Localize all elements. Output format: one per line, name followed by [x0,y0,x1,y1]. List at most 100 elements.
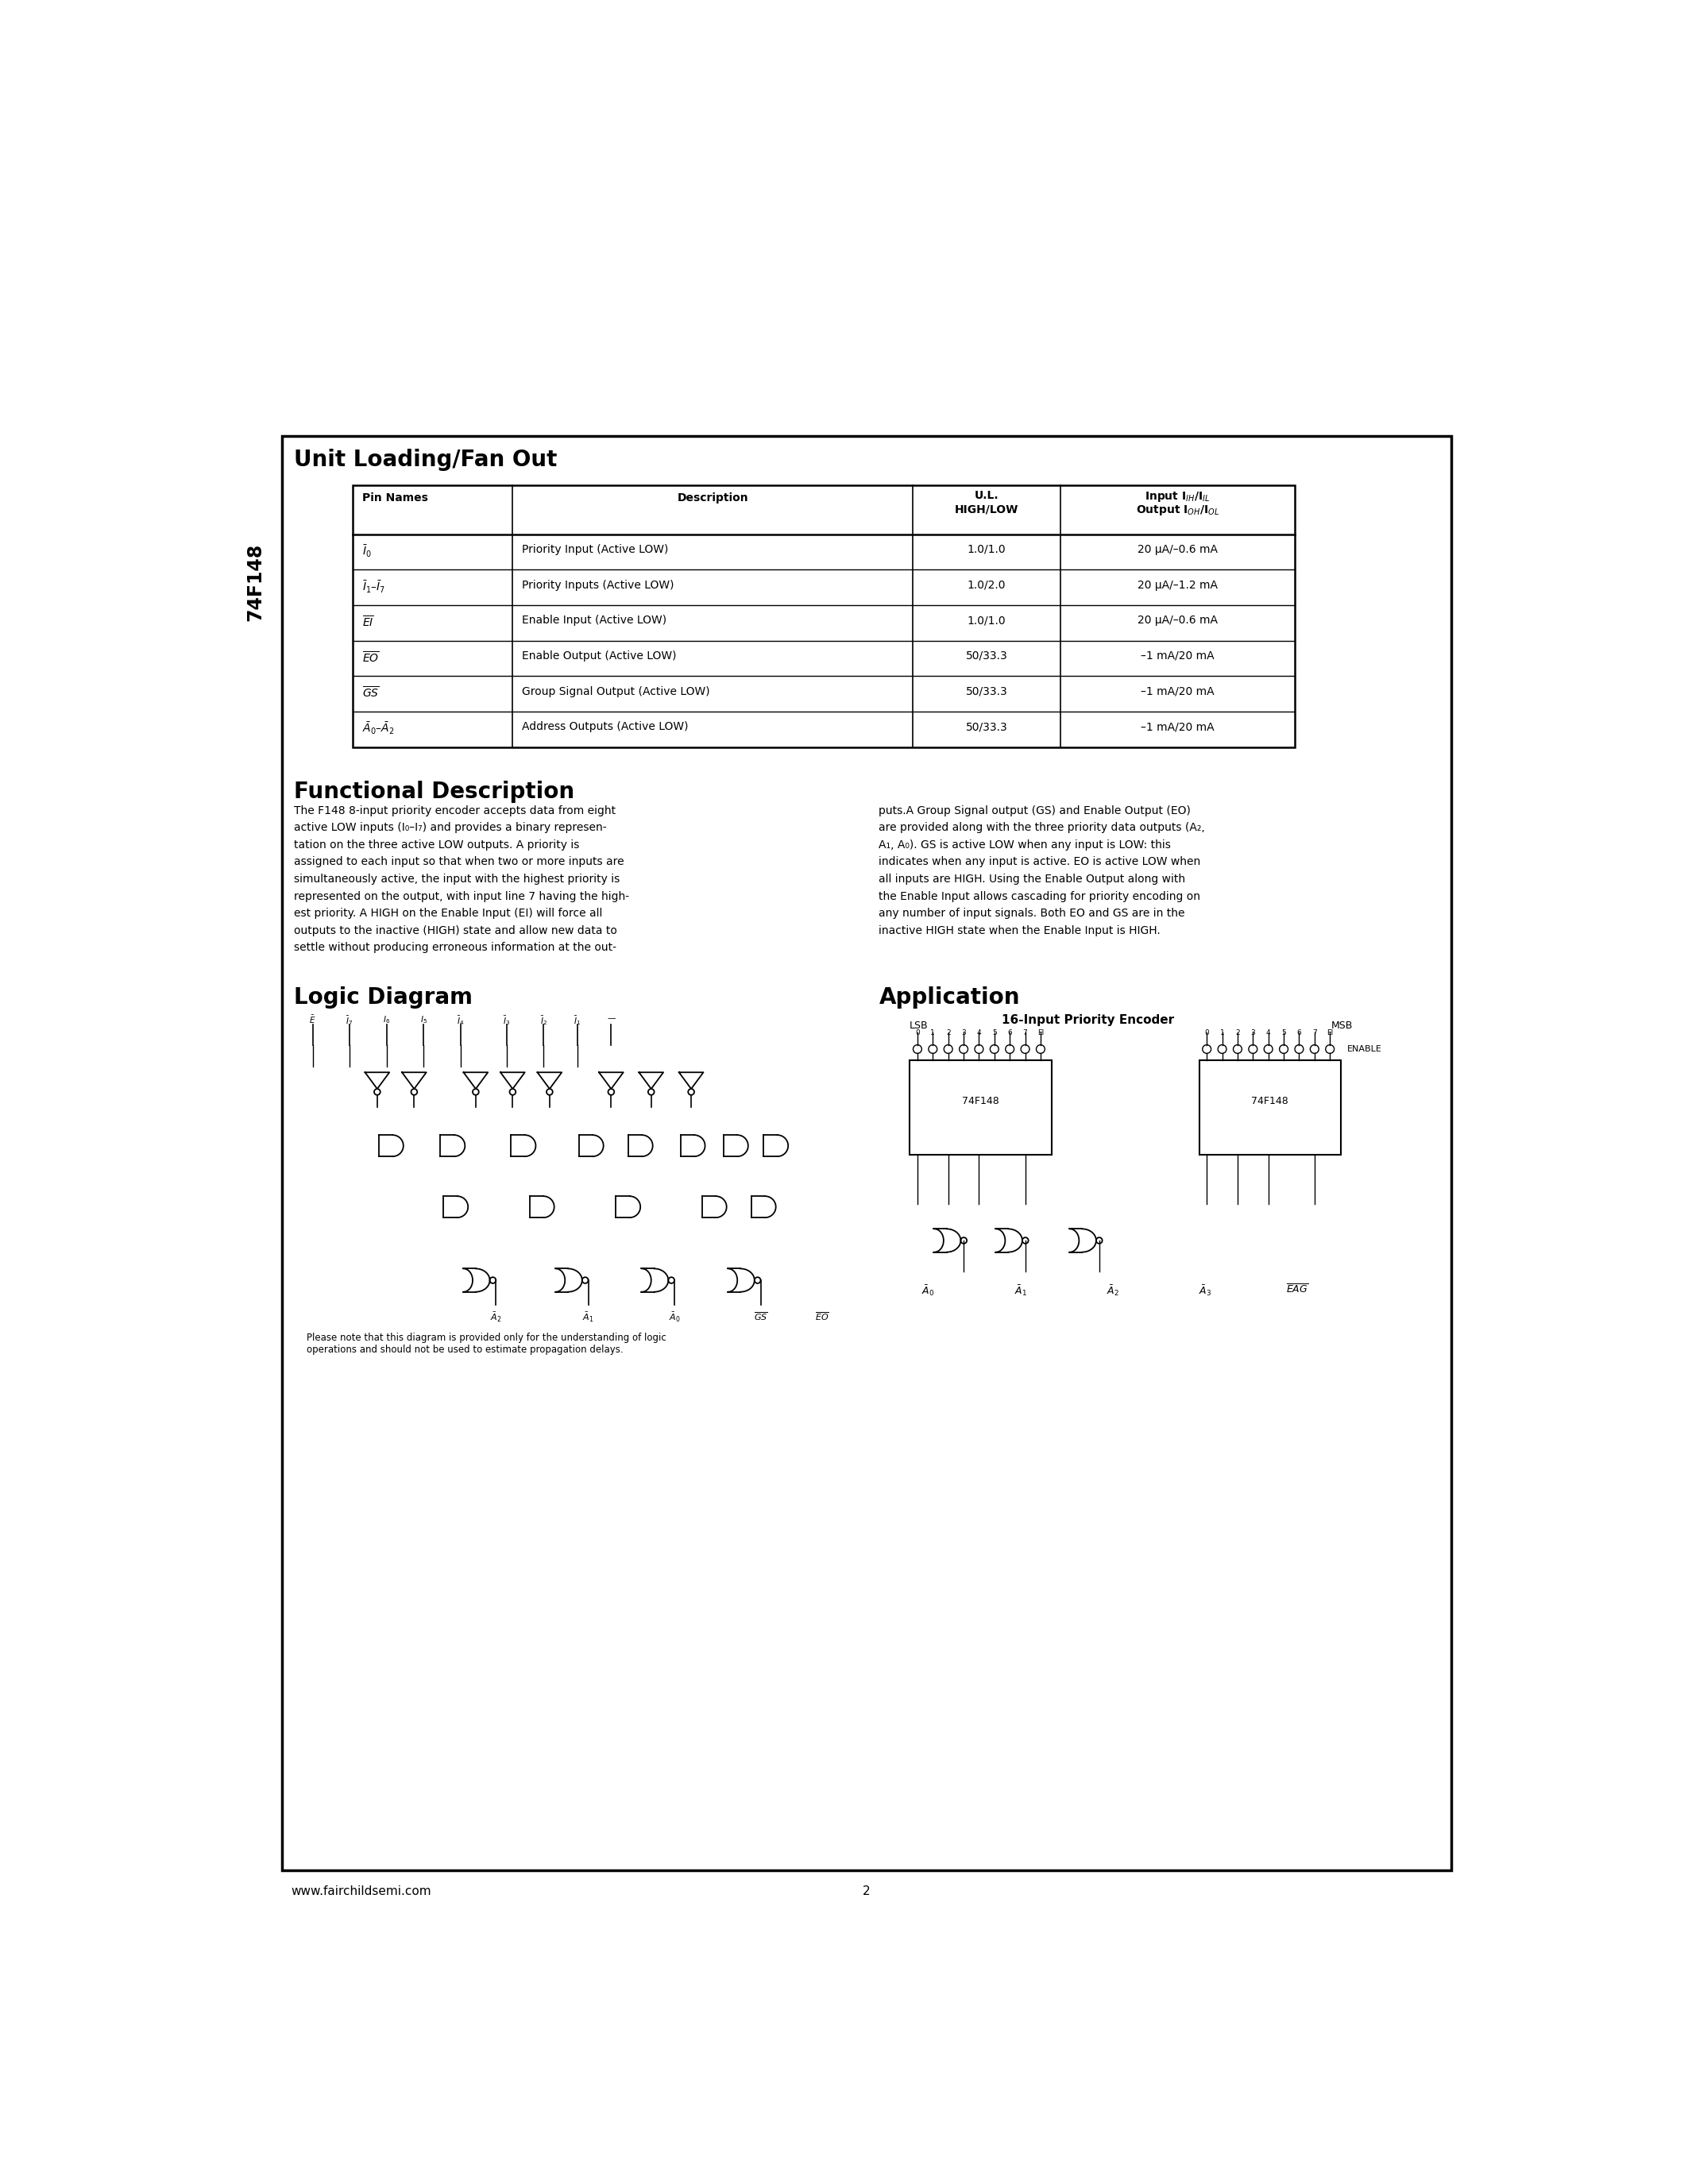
Text: 4: 4 [1266,1029,1271,1037]
Text: Output I$_{OH}$/I$_{OL}$: Output I$_{OH}$/I$_{OL}$ [1136,505,1219,518]
Text: any number of input signals. Both EO and GS are in the: any number of input signals. Both EO and… [879,909,1185,919]
Bar [282,437,1452,1870]
Text: $\bar{I}_1$–$\bar{I}_7$: $\bar{I}_1$–$\bar{I}_7$ [361,579,385,594]
Text: EI: EI [1036,1029,1043,1037]
Text: est priority. A HIGH on the Enable Input (EI) will force all: est priority. A HIGH on the Enable Input… [294,909,603,919]
Text: 5: 5 [993,1029,996,1037]
Text: puts.A Group Signal output (GS) and Enable Output (EO): puts.A Group Signal output (GS) and Enab… [879,806,1192,817]
Text: Unit Loading/Fan Out: Unit Loading/Fan Out [294,448,557,472]
Bar [1198,1059,1340,1155]
Text: 50/33.3: 50/33.3 [966,686,1008,697]
Text: all inputs are HIGH. Using the Enable Output along with: all inputs are HIGH. Using the Enable Ou… [879,874,1185,885]
Text: Enable Output (Active LOW): Enable Output (Active LOW) [522,651,677,662]
Text: $\bar{A}_0$: $\bar{A}_0$ [668,1310,680,1324]
Text: $\bar{I}_7$: $\bar{I}_7$ [346,1013,353,1026]
Text: 3: 3 [1251,1029,1256,1037]
Text: $\bar{A}_0$: $\bar{A}_0$ [922,1284,935,1297]
Text: $\bar{I}_0$: $\bar{I}_0$ [361,544,371,559]
Text: 4: 4 [977,1029,981,1037]
Text: EI: EI [1327,1029,1334,1037]
Text: are provided along with the three priority data outputs (A₂,: are provided along with the three priori… [879,821,1205,834]
Text: ENABLE: ENABLE [1347,1046,1382,1053]
Text: –1 mA/20 mA: –1 mA/20 mA [1141,651,1214,662]
Text: $\bar{I}_3$: $\bar{I}_3$ [503,1013,510,1026]
Text: active LOW inputs (I₀–I₇) and provides a binary represen-: active LOW inputs (I₀–I₇) and provides a… [294,821,606,834]
Text: —: — [608,1013,614,1022]
Text: 7: 7 [1023,1029,1028,1037]
Text: 1.0/1.0: 1.0/1.0 [967,616,1006,627]
Text: 74F148: 74F148 [246,544,265,622]
Text: inactive HIGH state when the Enable Input is HIGH.: inactive HIGH state when the Enable Inpu… [879,926,1161,937]
Text: 20 μA/–0.6 mA: 20 μA/–0.6 mA [1138,616,1217,627]
Text: Logic Diagram: Logic Diagram [294,987,473,1009]
Text: $\overline{EAG}$: $\overline{EAG}$ [1286,1284,1308,1295]
Text: $\overline{EO}$: $\overline{EO}$ [361,651,380,664]
Text: $\bar{A}_2$: $\bar{A}_2$ [1107,1284,1119,1297]
Text: 7: 7 [1312,1029,1317,1037]
Text: $\bar{I}_4$: $\bar{I}_4$ [457,1013,464,1026]
Text: Priority Inputs (Active LOW): Priority Inputs (Active LOW) [522,579,674,590]
Text: $\overline{GS}$: $\overline{GS}$ [753,1310,768,1324]
Text: 0: 0 [915,1029,920,1037]
Bar [910,1059,1052,1155]
Text: 74F148: 74F148 [1251,1096,1288,1107]
Text: indicates when any input is active. EO is active LOW when: indicates when any input is active. EO i… [879,856,1200,867]
Text: $\bar{A}_2$: $\bar{A}_2$ [490,1310,501,1324]
Text: tation on the three active LOW outputs. A priority is: tation on the three active LOW outputs. … [294,839,579,850]
Text: the Enable Input allows cascading for priority encoding on: the Enable Input allows cascading for pr… [879,891,1200,902]
Text: $\bar{A}_1$: $\bar{A}_1$ [1014,1284,1026,1297]
Text: 1.0/1.0: 1.0/1.0 [967,544,1006,555]
Text: 3: 3 [962,1029,966,1037]
Text: MSB: MSB [1332,1020,1354,1031]
Text: $\bar{A}_3$: $\bar{A}_3$ [1198,1284,1212,1297]
Text: Please note that this diagram is provided only for the understanding of logic
op: Please note that this diagram is provide… [307,1332,667,1354]
Text: Input I$_{IH}$/I$_{IL}$: Input I$_{IH}$/I$_{IL}$ [1144,489,1210,505]
Text: assigned to each input so that when two or more inputs are: assigned to each input so that when two … [294,856,625,867]
Text: 2: 2 [945,1029,950,1037]
Text: $\bar{I}_2$: $\bar{I}_2$ [540,1013,547,1026]
Text: 50/33.3: 50/33.3 [966,721,1008,732]
Text: –1 mA/20 mA: –1 mA/20 mA [1141,721,1214,732]
Text: $\bar{I}_1$: $\bar{I}_1$ [574,1013,581,1026]
Text: simultaneously active, the input with the highest priority is: simultaneously active, the input with th… [294,874,619,885]
Text: 20 μA/–1.2 mA: 20 μA/–1.2 mA [1138,579,1217,590]
Text: U.L.: U.L. [974,489,999,502]
Text: 1.0/2.0: 1.0/2.0 [967,579,1006,590]
Text: outputs to the inactive (HIGH) state and allow new data to: outputs to the inactive (HIGH) state and… [294,926,618,937]
Text: HIGH/LOW: HIGH/LOW [955,505,1018,515]
Text: $\overline{EO}$: $\overline{EO}$ [815,1310,829,1324]
Bar [353,485,1295,747]
Text: Pin Names: Pin Names [361,494,427,505]
Text: $\overline{EI}$: $\overline{EI}$ [361,616,373,629]
Text: settle without producing erroneous information at the out-: settle without producing erroneous infor… [294,941,616,952]
Text: 6: 6 [1296,1029,1301,1037]
Text: Address Outputs (Active LOW): Address Outputs (Active LOW) [522,721,689,732]
Text: 74F148: 74F148 [962,1096,999,1107]
Text: $I_6$: $I_6$ [383,1013,390,1024]
Text: www.fairchildsemi.com: www.fairchildsemi.com [290,1885,432,1898]
Text: Priority Input (Active LOW): Priority Input (Active LOW) [522,544,668,555]
Text: $\overline{GS}$: $\overline{GS}$ [361,686,378,701]
Text: 1: 1 [930,1029,935,1037]
Text: 2: 2 [1236,1029,1239,1037]
Text: represented on the output, with input line 7 having the high-: represented on the output, with input li… [294,891,630,902]
Text: The F148 8-input priority encoder accepts data from eight: The F148 8-input priority encoder accept… [294,806,616,817]
Text: $\bar{E}$: $\bar{E}$ [309,1013,316,1026]
Text: 5: 5 [1281,1029,1286,1037]
Text: 16-Input Priority Encoder: 16-Input Priority Encoder [1003,1013,1175,1026]
Text: 1: 1 [1220,1029,1224,1037]
Text: 2: 2 [863,1885,871,1898]
Text: Enable Input (Active LOW): Enable Input (Active LOW) [522,616,667,627]
Text: Application: Application [879,987,1020,1009]
Text: A₁, A₀). GS is active LOW when any input is LOW: this: A₁, A₀). GS is active LOW when any input… [879,839,1171,850]
Text: LSB: LSB [910,1020,928,1031]
Text: $\bar{A}_1$: $\bar{A}_1$ [582,1310,594,1324]
Text: $\bar{A}_0$–$\bar{A}_2$: $\bar{A}_0$–$\bar{A}_2$ [361,721,395,736]
Text: 50/33.3: 50/33.3 [966,651,1008,662]
Text: –1 mA/20 mA: –1 mA/20 mA [1141,686,1214,697]
Text: 6: 6 [1008,1029,1013,1037]
Text: Group Signal Output (Active LOW): Group Signal Output (Active LOW) [522,686,711,697]
Text: Functional Description: Functional Description [294,780,574,804]
Text: 20 μA/–0.6 mA: 20 μA/–0.6 mA [1138,544,1217,555]
Text: 0: 0 [1205,1029,1209,1037]
